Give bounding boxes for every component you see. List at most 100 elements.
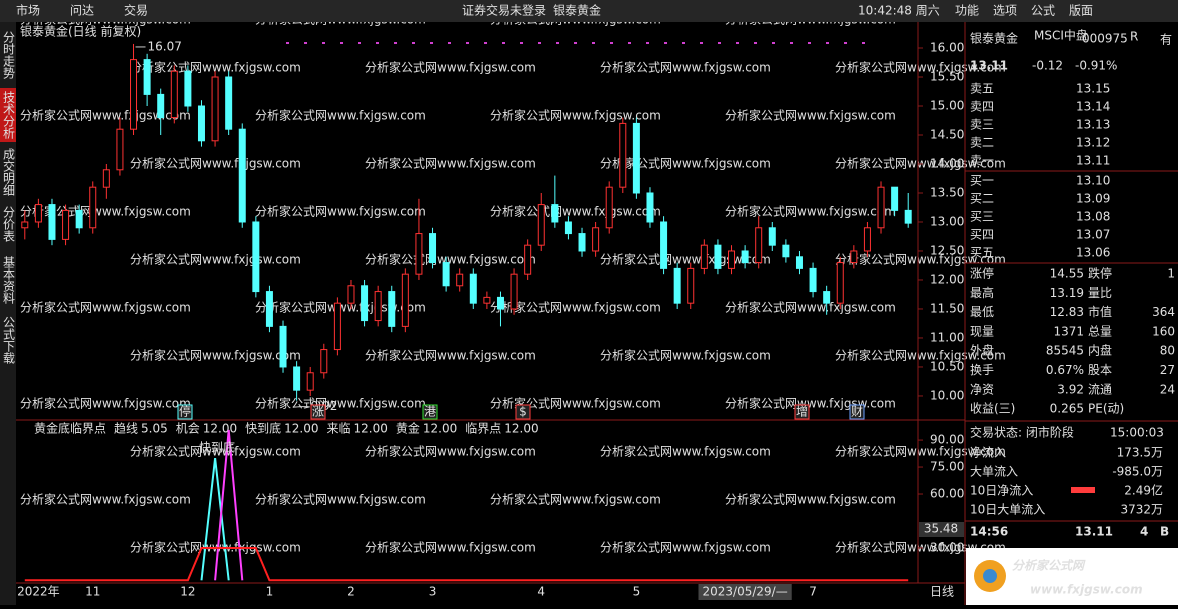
signal-dot [610, 42, 613, 44]
side-tab[interactable]: 成交明细 [2, 148, 16, 196]
book-price: 13.08 [1076, 210, 1110, 224]
watermark: 分析家公式网www.fxjgsw.com [600, 540, 771, 555]
last-value: 35.48 [924, 522, 958, 536]
logo-flower-core [983, 569, 997, 583]
y-tick-label: 16.00 [930, 41, 964, 55]
candle-body [687, 267, 695, 304]
x-tick-label: 7 [809, 585, 817, 599]
candle-body [809, 267, 817, 293]
stat-label: 现量 [970, 324, 994, 338]
flow-label: 大单流入 [970, 465, 1018, 479]
stat-label: 流通 [1088, 382, 1112, 396]
stat-value: 364 [1152, 305, 1175, 319]
event-box [794, 404, 810, 420]
menu-item[interactable]: 功能 [955, 4, 979, 18]
watermark: 分析家公式网www.fxjgsw.com [490, 300, 661, 315]
book-label: 卖三 [970, 118, 994, 132]
side-tab[interactable]: 技术分析 [2, 91, 16, 140]
candle-body [429, 233, 437, 264]
stat-label: 跌停 [1088, 266, 1112, 281]
watermark: 分析家公式网www.fxjgsw.com [490, 492, 661, 507]
candle-body [34, 204, 42, 223]
legend-value: 12.00 [423, 422, 457, 436]
candle-body [102, 169, 110, 188]
legend-value: 12.00 [203, 422, 237, 436]
candle-body [401, 273, 409, 327]
watermark: 分析家公式网www.fxjgsw.com [255, 204, 426, 219]
signal-dot [736, 42, 739, 44]
menu-item[interactable]: 选项 [993, 4, 1017, 18]
candle-body [252, 221, 260, 293]
cursor-box [698, 584, 792, 600]
watermark: 分析家公式网www.fxjgsw.com [725, 396, 896, 411]
candle-body [782, 244, 790, 258]
x-tick-label: 4 [537, 585, 545, 599]
x-tick-label: 2023/05/29/— [703, 585, 788, 599]
stat-label: 最低 [970, 305, 994, 319]
book-price: 13.13 [1076, 118, 1110, 132]
candle-body [891, 186, 899, 211]
y-tick-label: 12.50 [930, 243, 964, 257]
status-time: 15:00:03 [1110, 426, 1164, 440]
tick-cell: 14:56 [970, 525, 1008, 539]
signal-dot [808, 42, 811, 44]
flow-value: 2.49亿 [1124, 483, 1163, 498]
menu-item[interactable]: 交易 [124, 3, 148, 18]
tick-cell: B [1160, 525, 1169, 539]
candle-body [863, 227, 871, 252]
candle-body [62, 209, 70, 240]
signal-dot [304, 42, 307, 44]
candle-body [823, 291, 831, 304]
watermark: 分析家公式网www.fxjgsw.com [600, 444, 771, 459]
watermark: 分析家公式网www.fxjgsw.com [365, 540, 536, 555]
candle-body [279, 325, 287, 368]
event: 财 [851, 405, 863, 419]
watermark: 分析家公式网www.fxjgsw.com [725, 492, 896, 507]
watermark: 分析家公式网www.fxjgsw.com [130, 444, 301, 459]
flow-value: -985.0万 [1112, 465, 1163, 479]
signal-dot [700, 42, 703, 44]
watermark: 分析家公式网www.fxjgsw.com [20, 300, 191, 315]
book-label: 买四 [970, 228, 994, 242]
candle-body [605, 186, 613, 229]
side-tab[interactable]: 分价表 [2, 206, 16, 242]
change: -0.12 [1032, 59, 1063, 73]
y-tick-label: 13.00 [930, 214, 964, 228]
book-price: 13.12 [1076, 136, 1110, 150]
stat-value: 160 [1152, 324, 1175, 338]
candle-body [904, 209, 912, 224]
side-tab[interactable]: 分时走势 [2, 31, 16, 79]
signal-dot [430, 42, 433, 44]
indicator-line [214, 429, 244, 581]
stat-label: 换手 [970, 363, 994, 377]
x-tick-label: 12 [180, 585, 195, 599]
side-tab[interactable]: 基本资料 [2, 256, 16, 304]
stock-name: 银泰黄金 [970, 31, 1018, 46]
menu-item[interactable]: 公式 [1031, 4, 1055, 18]
signal-dot [412, 42, 415, 44]
candle-body [143, 59, 151, 95]
legend-name: 临界点 [465, 422, 501, 436]
side-tabs [0, 22, 16, 605]
top-stock: 银泰黄金 [553, 3, 601, 18]
stat-label: PE(动) [1088, 402, 1124, 416]
watermark: 分析家公式网www.fxjgsw.com [130, 252, 301, 267]
candle-body [320, 349, 328, 374]
candle-body [524, 244, 532, 275]
candle-body [537, 204, 545, 246]
candle-body [850, 250, 858, 264]
signal-dot [466, 42, 469, 44]
menu-item[interactable]: 版面 [1069, 4, 1093, 18]
watermark: 分析家公式网www.fxjgsw.com [365, 348, 536, 363]
watermark: 分析家公式网www.fxjgsw.com [835, 252, 1006, 267]
chart-title: 银泰黄金(日线 前复权) [20, 24, 141, 39]
side-tab[interactable]: 公式下载 [2, 316, 16, 365]
legend-value: 12.00 [354, 422, 388, 436]
menu-item[interactable]: 问达 [70, 4, 94, 18]
watermark: 分析家公式网www.fxjgsw.com [20, 204, 191, 219]
menu-item[interactable]: 市场 [16, 3, 40, 18]
candle-body [75, 209, 83, 229]
stat-label: 总量 [1088, 324, 1112, 338]
candle-body [836, 262, 844, 304]
